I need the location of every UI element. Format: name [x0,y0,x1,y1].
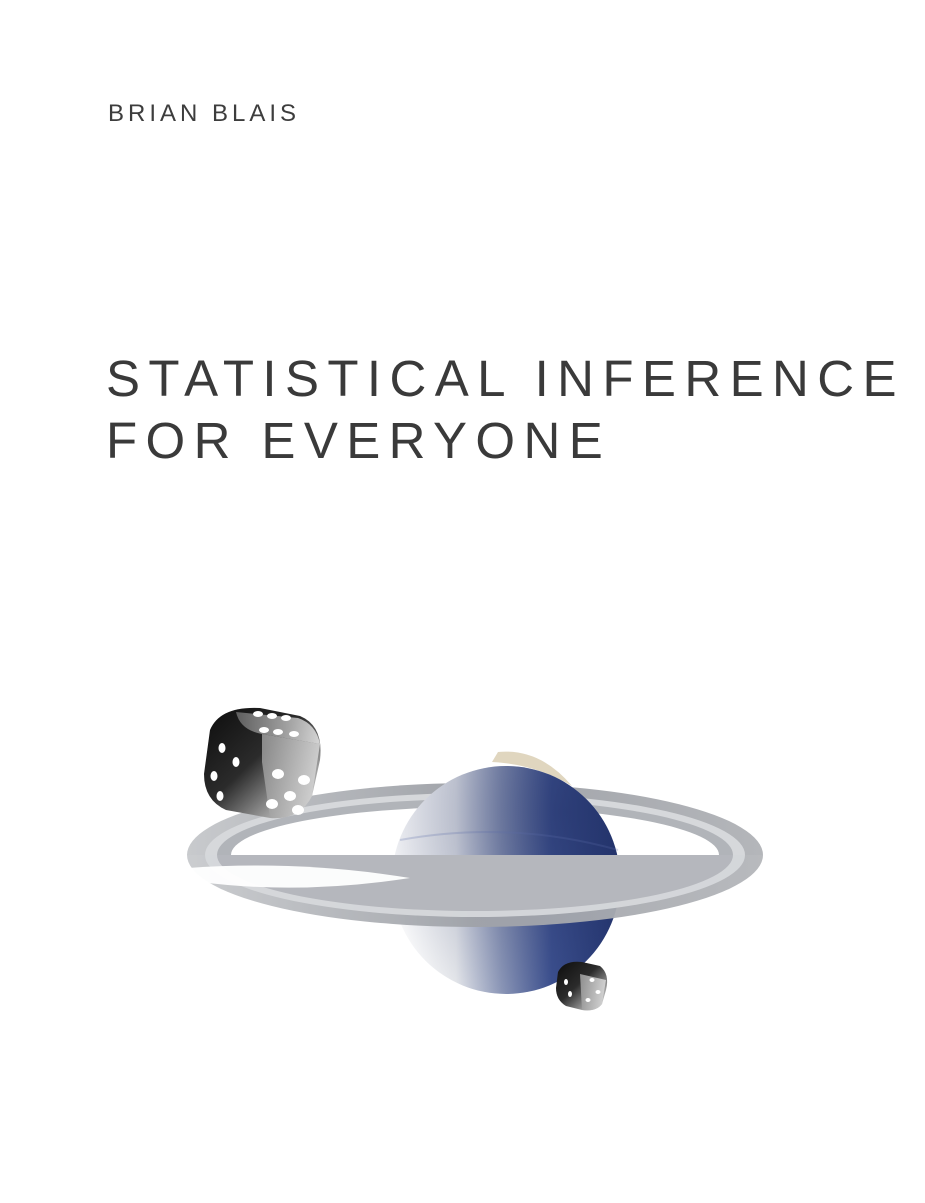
book-title-line-1: STATISTICAL INFERENCE [106,350,905,407]
planet-crescent [492,751,572,786]
book-title: STATISTICAL INFERENCE FOR EVERYONE [106,348,905,472]
ring-glare [188,865,410,888]
small-die-icon [556,961,608,1011]
book-title-line-2: FOR EVERYONE [106,412,612,469]
large-die-icon [204,707,321,819]
author-name: BRIAN BLAIS [108,100,301,127]
cover-illustration [187,707,763,1011]
